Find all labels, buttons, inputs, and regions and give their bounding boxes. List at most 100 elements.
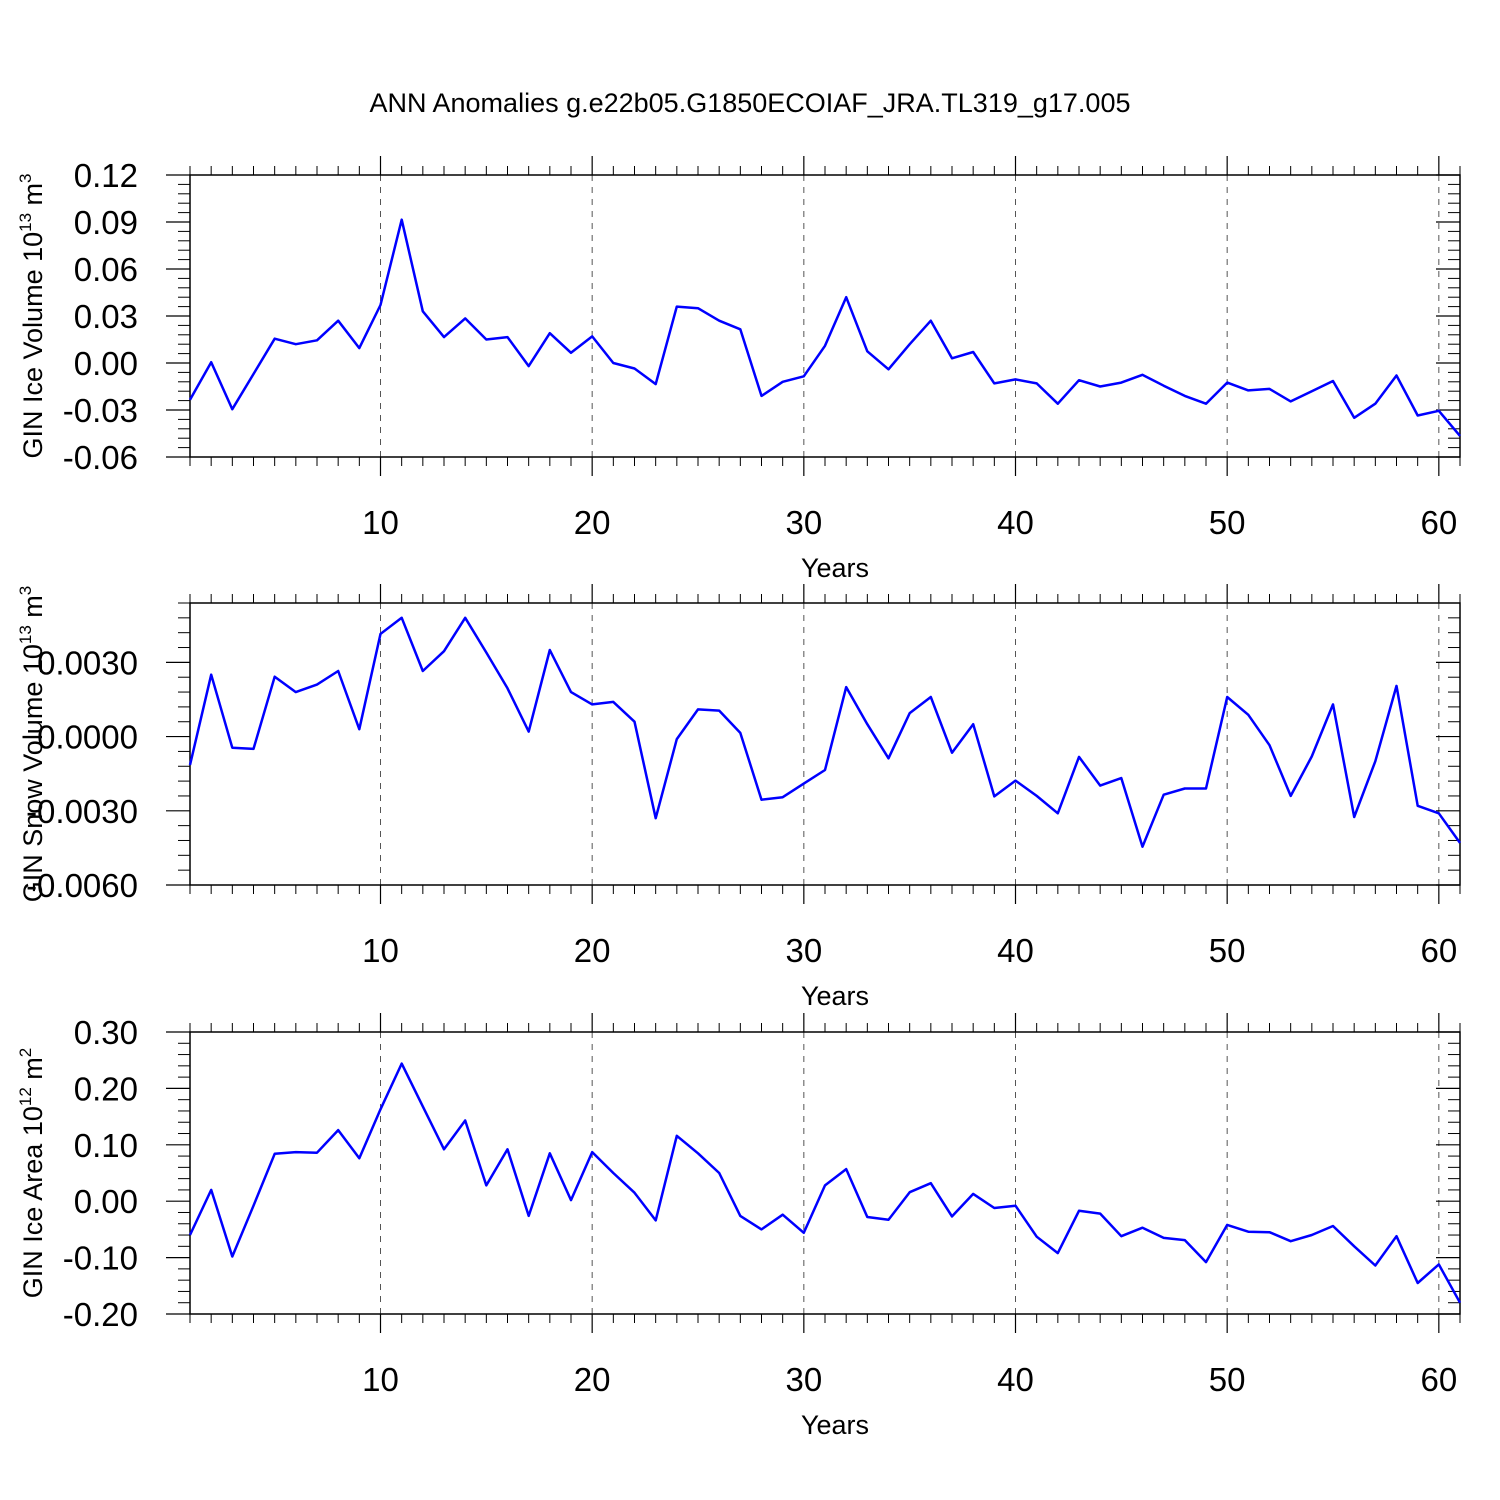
y-axis-label: GIN Snow Volume 1013 m3 <box>16 586 48 903</box>
chart-title: ANN Anomalies g.e22b05.G1850ECOIAF_JRA.T… <box>370 88 1131 118</box>
x-tick-label: 20 <box>574 1361 611 1398</box>
data-point <box>802 374 806 378</box>
data-point <box>1352 416 1356 420</box>
data-point <box>294 342 298 346</box>
data-point <box>442 1147 446 1151</box>
data-point <box>1352 815 1356 819</box>
data-point <box>1416 804 1420 808</box>
data-point <box>1204 787 1208 791</box>
data-point <box>1056 1251 1060 1255</box>
data-point <box>1395 1234 1399 1238</box>
data-point <box>1056 811 1060 815</box>
data-point <box>823 344 827 348</box>
data-point <box>590 334 594 338</box>
data-point <box>1395 684 1399 688</box>
data-point <box>1098 385 1102 389</box>
data-point <box>1331 1224 1335 1228</box>
data-point <box>569 690 573 694</box>
data-point <box>357 1156 361 1160</box>
data-point <box>971 1192 975 1196</box>
data-point <box>781 1213 785 1217</box>
y-tick-label: 0.06 <box>74 251 138 288</box>
data-point <box>1246 713 1250 717</box>
data-point <box>1331 702 1335 706</box>
data-point <box>209 1188 213 1192</box>
data-point <box>1035 794 1039 798</box>
data-point <box>611 700 615 704</box>
data-point <box>1416 1281 1420 1285</box>
y-tick-label: -0.0030 <box>26 793 138 830</box>
data-point <box>865 722 869 726</box>
y-axis-label: GIN Ice Area 1012 m2 <box>16 1048 48 1299</box>
data-point <box>1246 1230 1250 1234</box>
data-point <box>1077 755 1081 759</box>
data-point <box>1077 1209 1081 1213</box>
data-point <box>1310 1233 1314 1237</box>
data-point <box>273 337 277 341</box>
data-point <box>336 669 340 673</box>
x-tick-label: 50 <box>1209 932 1246 969</box>
data-point <box>950 356 954 360</box>
data-point <box>1183 1238 1187 1242</box>
data-point <box>548 1151 552 1155</box>
data-point <box>1458 434 1462 438</box>
x-axis-label: Years <box>801 1410 869 1440</box>
data-point <box>252 372 256 376</box>
data-point <box>654 382 658 386</box>
data-point <box>273 1152 277 1156</box>
data-point <box>315 683 319 687</box>
data-point <box>1056 402 1060 406</box>
data-point <box>442 649 446 653</box>
data-point <box>463 316 467 320</box>
series-line <box>188 1062 1462 1304</box>
data-point <box>1289 1239 1293 1243</box>
data-point <box>1162 384 1166 388</box>
data-point <box>781 380 785 384</box>
data-point <box>1162 793 1166 797</box>
data-point <box>421 309 425 313</box>
data-point <box>1014 1204 1018 1208</box>
data-point <box>908 342 912 346</box>
data-point <box>738 731 742 735</box>
data-point <box>887 367 891 371</box>
y-tick-label: -0.20 <box>63 1296 138 1333</box>
data-point <box>569 351 573 355</box>
data-point <box>802 1231 806 1235</box>
data-point <box>1183 394 1187 398</box>
data-point <box>823 768 827 772</box>
x-tick-label: 30 <box>785 932 822 969</box>
x-tick-label: 60 <box>1420 504 1457 541</box>
data-point <box>1268 387 1272 391</box>
y-tick-label: -0.06 <box>63 439 138 476</box>
data-point <box>633 366 637 370</box>
data-point <box>442 335 446 339</box>
y-tick-label: 0.20 <box>74 1070 138 1107</box>
y-tick-label: 0.12 <box>74 157 138 194</box>
data-point <box>992 794 996 798</box>
data-point <box>675 1134 679 1138</box>
data-point <box>1077 378 1081 382</box>
data-point <box>1098 1212 1102 1216</box>
data-point <box>336 1128 340 1132</box>
data-point <box>611 361 615 365</box>
data-point <box>908 1190 912 1194</box>
data-point <box>484 650 488 654</box>
y-tick-label: 0.00 <box>74 1183 138 1220</box>
data-point <box>992 381 996 385</box>
data-point <box>738 327 742 331</box>
y-tick-label: -0.0060 <box>26 867 138 904</box>
data-point <box>1373 1263 1377 1267</box>
data-point <box>823 1183 827 1187</box>
data-point <box>971 350 975 354</box>
data-point <box>506 1147 510 1151</box>
data-point <box>1119 776 1123 780</box>
data-point <box>950 751 954 755</box>
x-axis-label: Years <box>801 981 869 1011</box>
data-point <box>294 690 298 694</box>
data-point <box>188 1233 192 1237</box>
data-point <box>421 669 425 673</box>
data-point <box>421 1104 425 1108</box>
y-axis-label: GIN Ice Volume 1013 m3 <box>16 173 48 458</box>
data-point <box>252 1204 256 1208</box>
data-point <box>1014 377 1018 381</box>
